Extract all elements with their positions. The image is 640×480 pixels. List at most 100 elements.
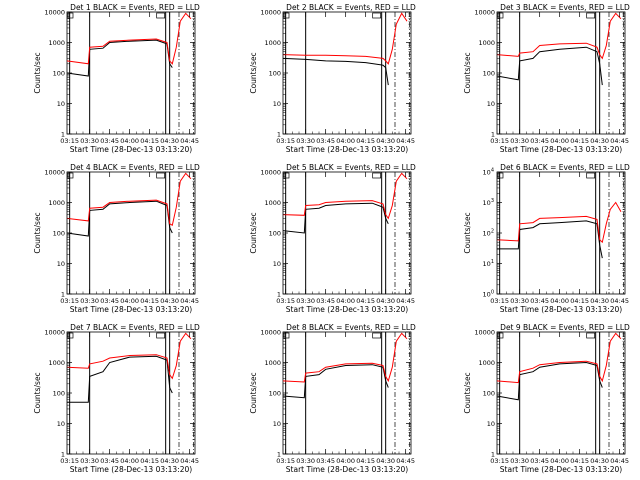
chart-panel-5: 1 10 100 1000 10000 03:15 03:30 03:45 04:00 04:15… <box>249 163 416 314</box>
x-tick-label: 04:45 <box>396 137 415 145</box>
interval-flag-box <box>67 172 74 179</box>
x-tick-label: 04:30 <box>160 137 179 145</box>
y-tick-label: 1 <box>491 451 495 459</box>
interval-flag-box <box>586 172 596 179</box>
x-tick-label: 04:00 <box>120 297 139 305</box>
y-axis-label: Counts/sec <box>463 372 472 413</box>
interval-flag-box <box>67 12 74 19</box>
y-tick-label: 10000 <box>260 329 281 337</box>
y-tick-label: 1 <box>61 291 65 299</box>
y-tick-label: 10000 <box>260 9 281 17</box>
plot-frame <box>66 331 196 455</box>
chart-title: Det 8 BLACK = Events, RED = LLD <box>286 323 416 332</box>
chart-panel-9: 1 10 100 1000 10000 03:15 03:30 03:45 04:00 04:15… <box>463 323 630 474</box>
y-tick-label: 1000 <box>48 199 65 207</box>
chart-title: Det 3 BLACK = Events, RED = LLD <box>500 3 630 12</box>
y-tick-label: 1 <box>491 131 495 139</box>
interval-flag-box <box>283 12 290 19</box>
y-tick-label: 100 <box>269 230 281 238</box>
lld-series-line <box>496 201 622 244</box>
y-tick-label: 100 <box>483 70 495 78</box>
lld-series-line <box>66 12 192 65</box>
lld-series-line <box>496 12 622 60</box>
x-tick-label: 04:45 <box>180 297 199 305</box>
x-tick-label: 04:45 <box>396 297 415 305</box>
x-tick-label: 04:00 <box>336 297 355 305</box>
x-tick-label: 03:30 <box>296 297 315 305</box>
y-tick-exponent: 0 <box>491 290 494 296</box>
y-tick-label: 10 <box>273 420 281 428</box>
y-tick-label: 10 <box>487 100 495 108</box>
y-tick-exponent: 4 <box>491 168 494 174</box>
x-tick-label: 04:45 <box>610 457 629 465</box>
y-tick-label: 1 <box>277 291 281 299</box>
y-axis-label: Counts/sec <box>463 52 472 93</box>
y-tick-label: 100 <box>53 390 65 398</box>
y-tick-label: 101 <box>483 259 494 268</box>
y-tick-label: 100 <box>483 290 494 299</box>
x-tick-label: 03:45 <box>100 297 119 305</box>
x-tick-label: 03:30 <box>80 297 99 305</box>
x-tick-label: 04:45 <box>396 457 415 465</box>
y-axis-label: Counts/sec <box>249 52 258 93</box>
lld-series-line <box>66 332 192 380</box>
chart-panel-2: 1 10 100 1000 10000 03:15 03:30 03:45 04:00 04:15… <box>249 3 416 154</box>
x-tick-label: 04:15 <box>140 137 159 145</box>
y-tick-label: 1000 <box>478 39 495 47</box>
events-series-line <box>496 361 603 401</box>
y-tick-label: 100 <box>269 70 281 78</box>
x-tick-label: 04:00 <box>336 137 355 145</box>
plot-frame <box>282 331 412 455</box>
lld-series-line <box>282 332 408 383</box>
x-tick-label: 04:30 <box>376 137 395 145</box>
x-tick-label: 03:15 <box>60 137 79 145</box>
x-tick-label: 03:15 <box>490 297 509 305</box>
chart-panel-1: 1 10 100 1000 10000 03:15 03:30 03:45 04:00 04:15… <box>33 3 200 154</box>
y-tick-label: 10000 <box>44 9 65 17</box>
y-tick-label: 102 <box>483 229 494 238</box>
x-axis-label: Start Time (28-Dec-13 03:13:20) <box>500 465 622 474</box>
y-tick-label: 1000 <box>478 359 495 367</box>
y-axis-label: Counts/sec <box>463 212 472 253</box>
plot-frame <box>496 171 626 295</box>
chart-title: Det 2 BLACK = Events, RED = LLD <box>286 3 416 12</box>
chart-panel-4: 1 10 100 1000 10000 03:15 03:30 03:45 04:00 04:15… <box>33 163 200 314</box>
x-tick-label: 03:30 <box>296 457 315 465</box>
events-series-line <box>496 46 603 86</box>
y-tick-label: 1 <box>277 131 281 139</box>
events-series-line <box>282 202 389 234</box>
chart-title: Det 6 BLACK = Events, RED = LLD <box>500 163 630 172</box>
y-tick-label: 1000 <box>264 199 281 207</box>
x-tick-label: 03:15 <box>60 457 79 465</box>
y-tick-label: 1000 <box>48 359 65 367</box>
y-tick-label: 103 <box>483 198 494 207</box>
x-tick-label: 03:45 <box>316 457 335 465</box>
y-axis-label: Counts/sec <box>249 212 258 253</box>
events-series-line <box>497 220 603 259</box>
interval-flag-box <box>67 332 74 339</box>
x-axis-label: Start Time (28-Dec-13 03:13:20) <box>500 305 622 314</box>
y-tick-label: 10 <box>273 260 281 268</box>
x-tick-label: 03:30 <box>510 137 529 145</box>
x-tick-label: 04:15 <box>356 457 375 465</box>
x-axis-label: Start Time (28-Dec-13 03:13:20) <box>70 145 192 154</box>
interval-flag-box <box>156 172 166 179</box>
interval-flag-box <box>283 332 290 339</box>
x-tick-label: 04:30 <box>590 297 609 305</box>
y-tick-label: 1 <box>61 451 65 459</box>
x-tick-label: 04:15 <box>570 457 589 465</box>
x-tick-label: 03:45 <box>100 137 119 145</box>
y-tick-exponent: 3 <box>491 198 494 204</box>
y-axis-label: Counts/sec <box>249 372 258 413</box>
x-tick-label: 04:00 <box>550 137 569 145</box>
x-tick-label: 04:30 <box>160 457 179 465</box>
x-tick-label: 04:15 <box>570 137 589 145</box>
lld-series-line <box>282 172 408 220</box>
x-axis-label: Start Time (28-Dec-13 03:13:20) <box>70 465 192 474</box>
x-tick-label: 03:30 <box>80 137 99 145</box>
interval-flag-box <box>372 12 382 19</box>
x-tick-label: 04:15 <box>356 137 375 145</box>
events-series-line <box>282 57 389 86</box>
chart-panel-3: 1 10 100 1000 10000 03:15 03:30 03:45 04:00 04:15… <box>463 3 630 154</box>
